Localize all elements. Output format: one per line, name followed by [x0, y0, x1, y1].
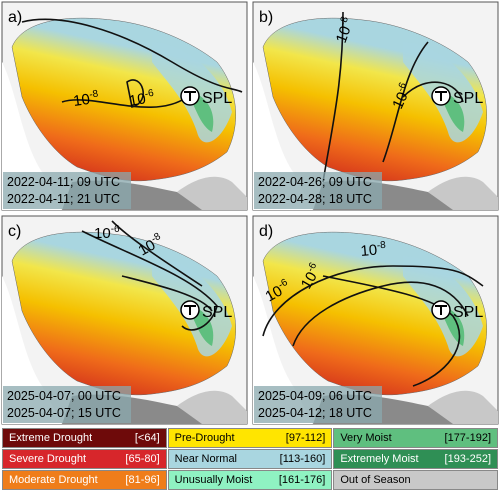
date-text: 2022-04-11; 09 UTC [7, 175, 120, 189]
mexico-east [428, 390, 498, 424]
legend-name: Extremely Moist [340, 453, 419, 465]
date-box [254, 172, 382, 209]
contour-line [126, 79, 144, 108]
panel-label: d) [259, 223, 273, 240]
date-text: 2022-04-28; 18 UTC [258, 192, 372, 206]
legend-name: Very Moist [340, 432, 392, 444]
contour-label-exponent: -8 [89, 89, 100, 101]
contour-line [111, 220, 203, 287]
legend-entry: Very Moist [177-192] [333, 428, 498, 448]
date-text: 2025-04-12; 18 UTC [258, 406, 372, 420]
site-label: SPL [202, 304, 232, 321]
date-text: 2025-04-09; 06 UTC [258, 389, 372, 403]
contour-line [322, 275, 461, 387]
legend-entry: Unusually Moist [161-176] [167, 470, 333, 490]
legend: Extreme Drought [<64] Pre-Drought [97-112] V… [2, 428, 498, 490]
legend-range: [81-96] [125, 474, 160, 486]
site-label: SPL [453, 90, 483, 107]
contour-line [121, 275, 213, 312]
contour-label-base: 10 [333, 24, 355, 45]
contour-line [61, 96, 188, 108]
legend-name: Severe Drought [9, 453, 87, 465]
contour-label-base: 10 [72, 91, 91, 110]
legend-entry: Extremely Moist [193-252] [333, 449, 498, 469]
legend-name: Near Normal [174, 453, 238, 465]
date-box [3, 172, 131, 209]
panel-label: a) [8, 9, 22, 26]
contour-label-exponent: -6 [111, 224, 120, 235]
legend-entry: Out of Season [333, 470, 498, 490]
contour-label-base: 10 [389, 89, 411, 111]
contour-label: 10-8 [332, 15, 358, 46]
date-text: 2025-04-07; 00 UTC [7, 389, 121, 403]
legend-range: [193-252] [444, 453, 491, 465]
site-icon [435, 91, 447, 101]
contour-line [402, 81, 464, 103]
contour-line [262, 265, 484, 337]
contour-label-base: 10 [94, 225, 111, 242]
legend-range: [97-112] [285, 432, 326, 444]
legend-name: Extreme Drought [9, 432, 93, 444]
date-text: 2022-04-26; 09 UTC [258, 175, 372, 189]
legend-name: Out of Season [340, 474, 411, 486]
legend-entry: Moderate Drought [81-96] [2, 470, 167, 490]
mexico-east [428, 176, 498, 210]
mexico-east [177, 176, 247, 210]
legend-entry: Pre-Drought [97-112] [167, 428, 333, 448]
legend-name: Pre-Drought [174, 432, 235, 444]
contour-line [322, 11, 344, 183]
contour-label-exponent: -8 [338, 15, 352, 28]
date-box [254, 386, 382, 423]
contour-line [81, 230, 218, 331]
legend-range: [65-80] [125, 453, 160, 465]
legend-name: Unusually Moist [174, 474, 253, 486]
contour-label-base: 10 [360, 242, 378, 260]
contour-label-exponent: -6 [144, 88, 155, 100]
legend-range: [161-176] [278, 474, 326, 486]
panel-label: b) [259, 9, 273, 26]
contour-label: 10-8 [360, 240, 387, 260]
date-text: 2025-04-07; 15 UTC [7, 406, 121, 420]
mexico-east [177, 390, 247, 424]
legend-name: Moderate Drought [9, 474, 98, 486]
legend-entry: Near Normal [113-160] [167, 449, 333, 469]
legend-entry: Extreme Drought [<64] [2, 428, 167, 448]
legend-range: [177-192] [444, 432, 491, 444]
contour-label: 10-6 [94, 224, 120, 242]
contour-line [292, 281, 469, 347]
site-icon [435, 305, 447, 315]
date-box [3, 386, 131, 423]
site-label: SPL [453, 304, 483, 321]
contour-label-base: 10 [298, 269, 321, 292]
site-label: SPL [202, 90, 232, 107]
panel-label: c) [8, 223, 21, 240]
contour-label-base: 10 [263, 282, 286, 305]
site-icon [184, 305, 196, 315]
legend-range: [113-160] [279, 453, 326, 465]
legend-entry: Severe Drought [65-80] [2, 449, 167, 469]
contour-label-exponent: -8 [376, 240, 386, 252]
contour-label: 10-6 [128, 88, 157, 110]
site-icon [184, 91, 196, 101]
contour-label: 10-8 [72, 89, 100, 110]
legend-range: [<64] [134, 432, 160, 444]
contour-label-base: 10 [128, 90, 147, 110]
contour-label-base: 10 [136, 236, 159, 259]
contour-line [382, 41, 429, 163]
date-text: 2022-04-11; 21 UTC [7, 192, 120, 206]
contour-line [21, 18, 243, 93]
